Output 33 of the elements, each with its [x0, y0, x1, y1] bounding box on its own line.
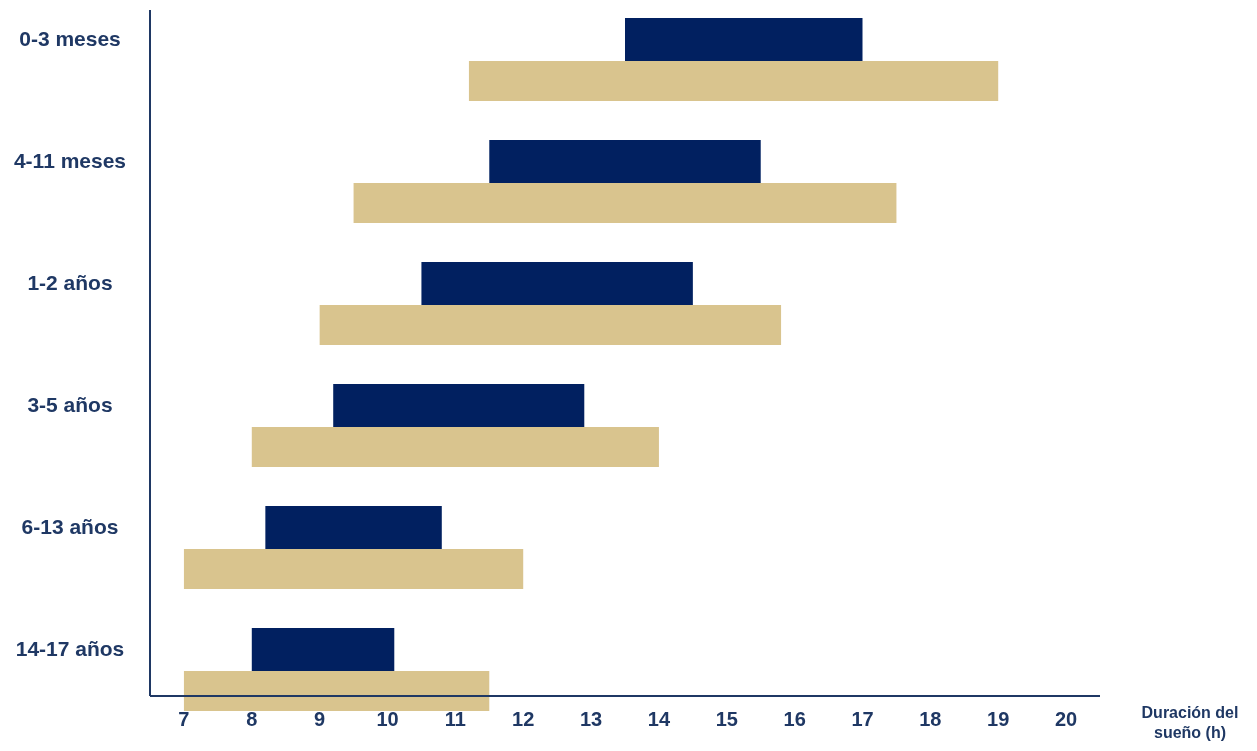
bar	[183, 549, 524, 589]
bar	[625, 18, 863, 61]
x-tick-label: 18	[919, 708, 942, 730]
x-tick-label: 17	[851, 708, 874, 730]
x-tick-label: 7	[178, 708, 190, 730]
y-tick-label: 3-5 años	[27, 393, 113, 416]
x-tick-label: 20	[1054, 708, 1078, 730]
x-tick-label: 15	[715, 708, 738, 730]
bar	[353, 183, 897, 223]
x-tick-label: 11	[444, 708, 466, 730]
y-tick-label: 0-3 meses	[19, 27, 121, 50]
bar	[183, 671, 490, 711]
x-tick-label: 10	[376, 708, 399, 730]
x-tick-label: 12	[512, 708, 535, 730]
x-tick-label: 13	[579, 708, 603, 730]
x-tick-label: 8	[246, 708, 258, 730]
bar	[421, 262, 693, 305]
bar	[468, 61, 999, 101]
x-tick-label: 9	[314, 708, 326, 730]
bar	[251, 628, 395, 671]
bar	[319, 305, 782, 345]
bar	[251, 427, 659, 467]
bar	[265, 506, 442, 549]
x-tick-label: 16	[783, 708, 806, 730]
y-tick-label: 1-2 años	[27, 271, 113, 294]
x-tick-label: 14	[647, 708, 671, 730]
x-axis-title: Duración del sueño (h)	[1141, 704, 1239, 741]
bar	[489, 140, 761, 183]
bar	[333, 384, 585, 427]
y-tick-label: 6-13 años	[21, 515, 119, 538]
y-tick-label: 4-11 meses	[13, 149, 127, 172]
x-tick-label: 19	[987, 708, 1010, 730]
y-tick-label: 14-17 años	[15, 637, 125, 660]
